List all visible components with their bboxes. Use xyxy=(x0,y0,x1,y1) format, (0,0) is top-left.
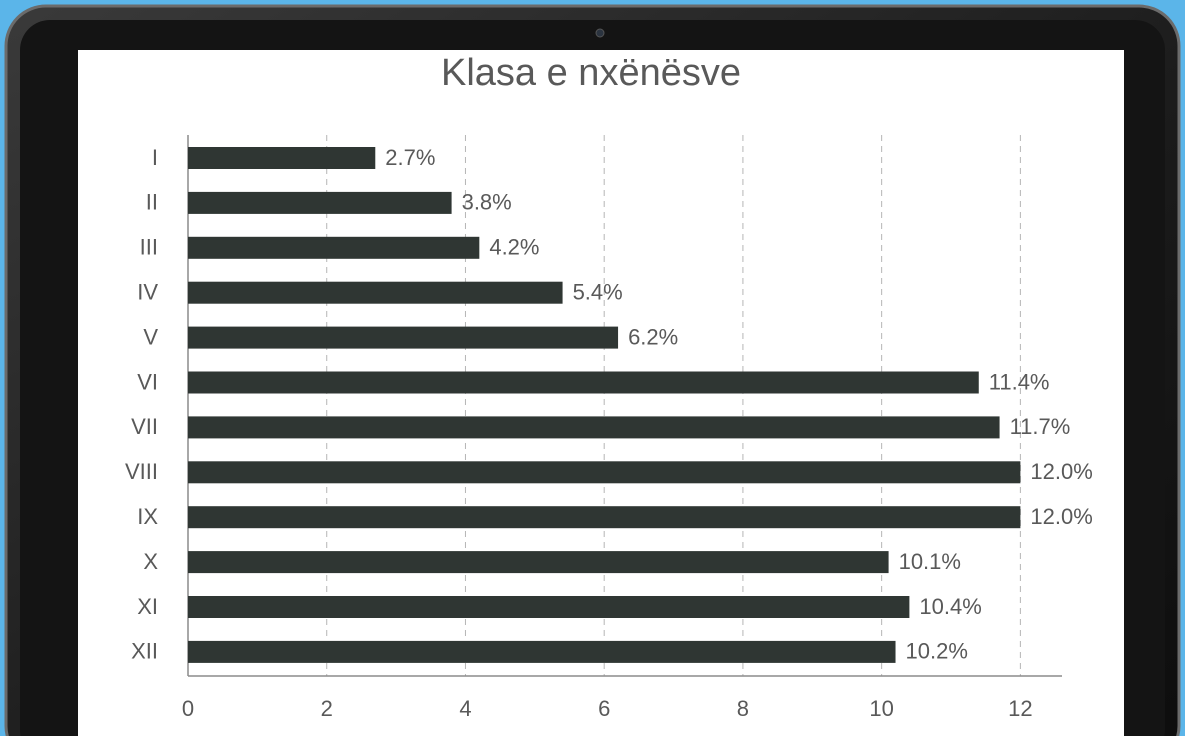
page: {"chart_data": {"type": "bar", "orientat… xyxy=(0,0,1185,736)
camera xyxy=(596,29,604,37)
y-tick-label: XII xyxy=(131,639,158,664)
bar xyxy=(188,237,479,259)
bar xyxy=(188,372,979,394)
y-tick-label: I xyxy=(152,145,158,170)
y-tick-label: VIII xyxy=(125,459,158,484)
value-label: 2.7% xyxy=(385,145,435,170)
tablet-screen: Klasa e nxënësve 0 2 4 6 8 10 12 I 2.7% II 3.8% III… xyxy=(0,0,1185,736)
bar xyxy=(188,506,1020,528)
bar xyxy=(188,641,896,663)
y-tick-label: X xyxy=(143,549,158,574)
value-label: 10.1% xyxy=(899,549,961,574)
bar xyxy=(188,192,452,214)
bar xyxy=(188,282,563,304)
bar xyxy=(188,461,1020,483)
value-label: 3.8% xyxy=(462,190,512,215)
y-tick-label: II xyxy=(146,190,158,215)
x-tick-label: 0 xyxy=(182,696,194,721)
value-label: 10.4% xyxy=(919,594,981,619)
x-tick-label: 12 xyxy=(1008,696,1032,721)
x-tick-label: 8 xyxy=(737,696,749,721)
y-tick-label: IV xyxy=(137,280,158,305)
value-label: 6.2% xyxy=(628,324,678,349)
y-tick-label: III xyxy=(140,235,158,260)
value-label: 12.0% xyxy=(1030,504,1092,529)
value-label: 11.4% xyxy=(989,369,1050,394)
y-tick-label: IX xyxy=(137,504,158,529)
chart-title: Klasa e nxënësve xyxy=(441,52,741,94)
bar xyxy=(188,147,375,169)
value-label: 10.2% xyxy=(906,639,968,664)
bar xyxy=(188,416,1000,438)
bar xyxy=(188,596,909,618)
value-label: 11.7% xyxy=(1010,414,1071,439)
x-tick-label: 2 xyxy=(321,696,333,721)
y-tick-label: XI xyxy=(137,594,158,619)
value-label: 12.0% xyxy=(1030,459,1092,484)
x-tick-label: 6 xyxy=(598,696,610,721)
bar xyxy=(188,551,889,573)
x-tick-label: 4 xyxy=(459,696,471,721)
value-label: 4.2% xyxy=(489,235,539,260)
y-tick-label: VI xyxy=(137,369,158,394)
x-tick-label: 10 xyxy=(869,696,893,721)
y-tick-label: V xyxy=(143,324,158,349)
value-label: 5.4% xyxy=(573,280,623,305)
bar xyxy=(188,327,618,349)
y-tick-label: VII xyxy=(131,414,158,439)
